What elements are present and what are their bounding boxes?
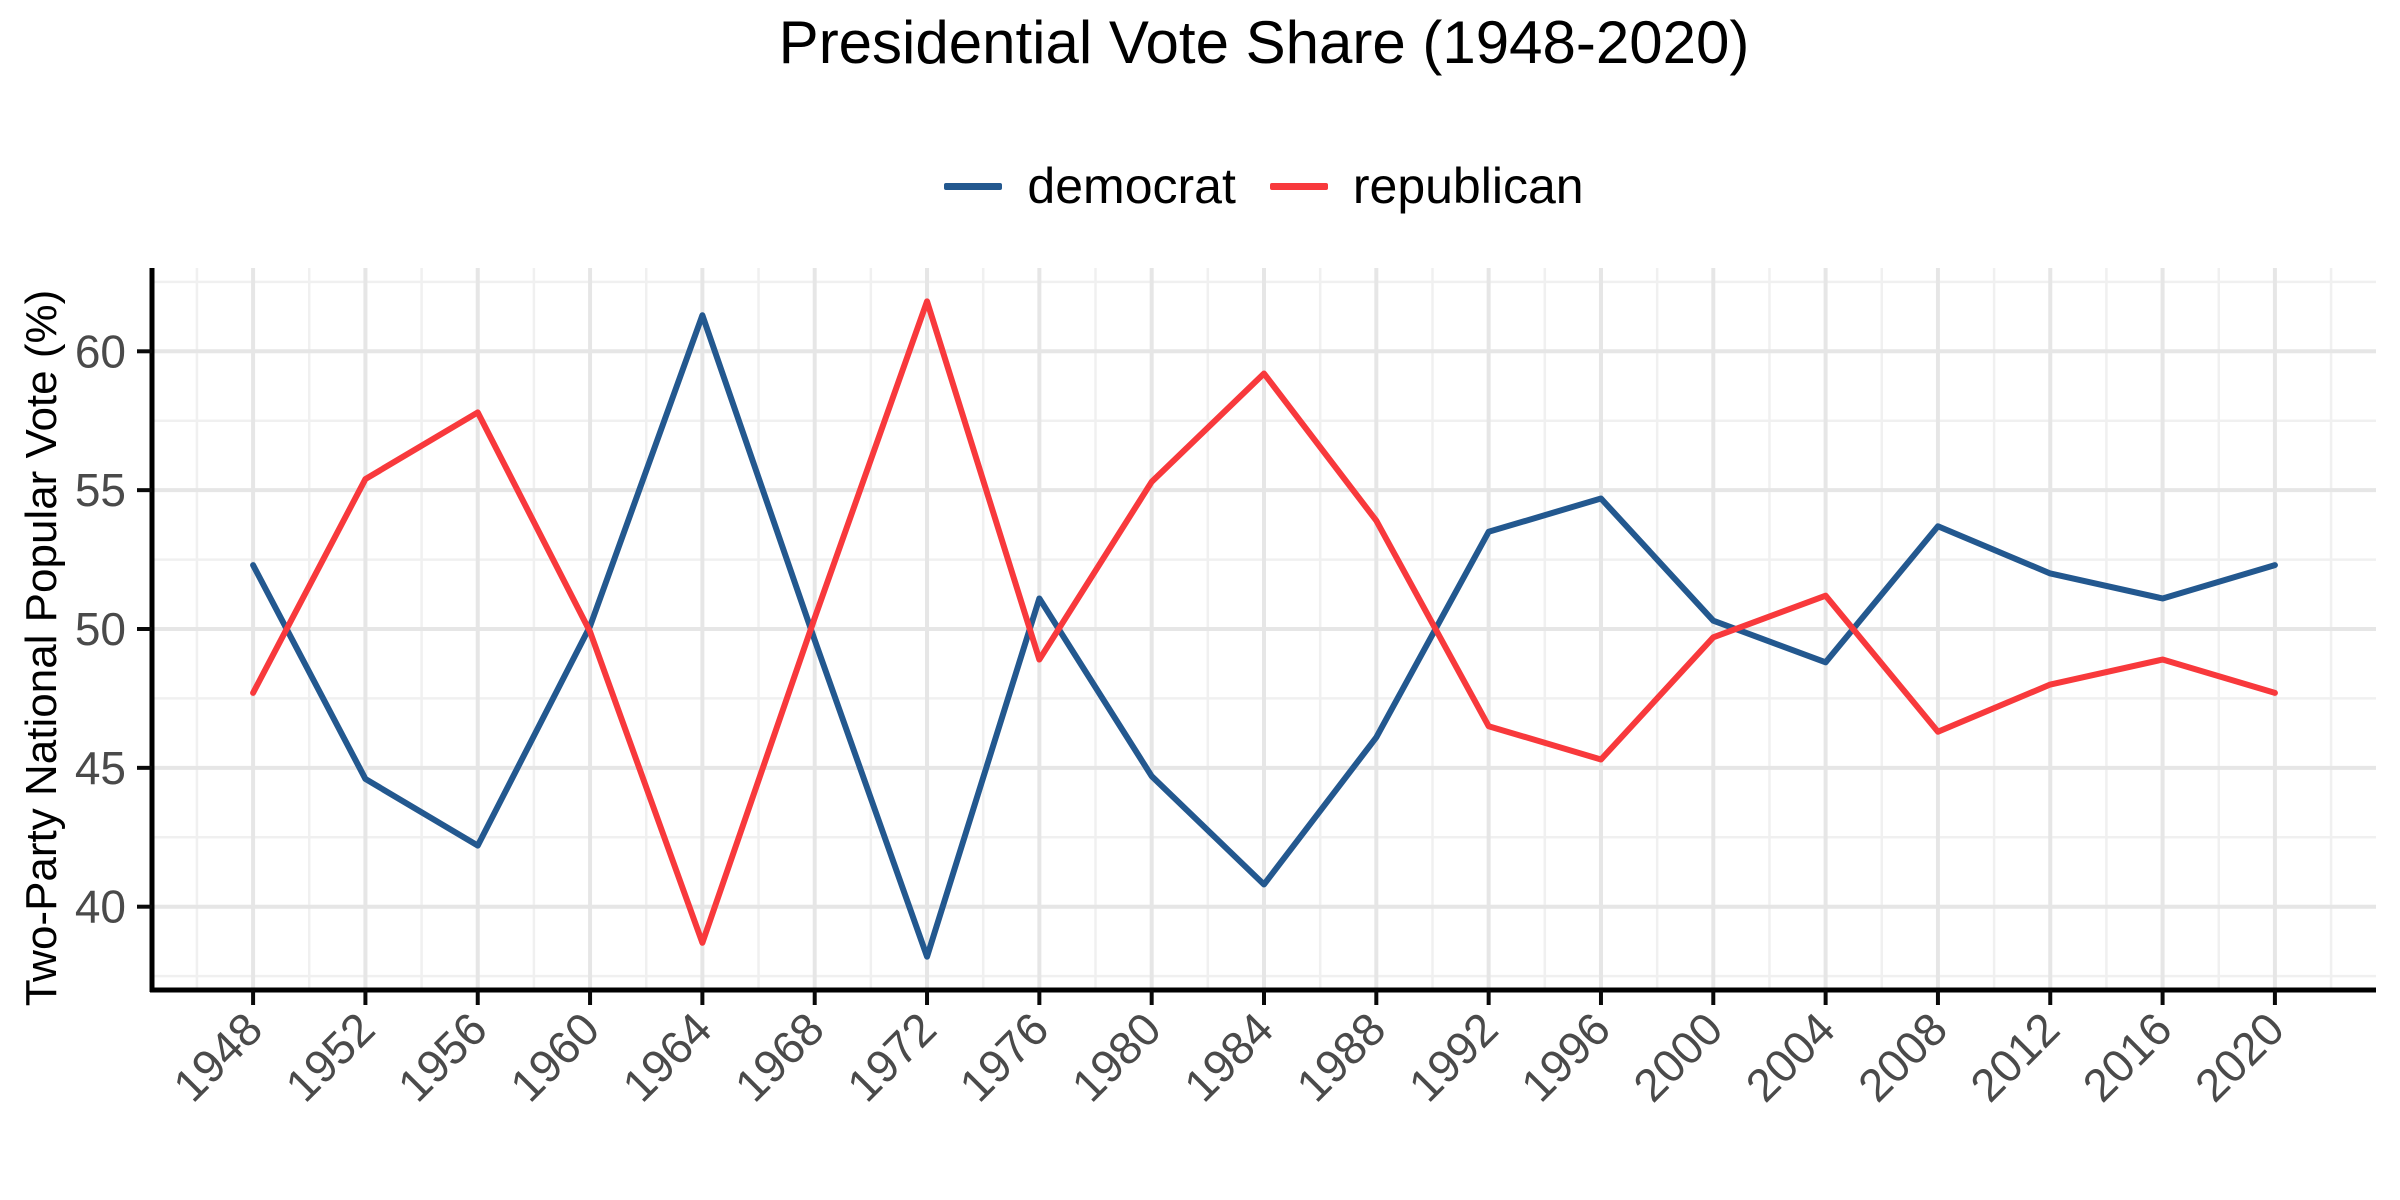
x-tick-label: 1972 [837, 1002, 946, 1111]
y-tick-label: 40 [75, 881, 126, 933]
legend-label-republican: republican [1352, 158, 1584, 214]
legend-item-democrat: democrat [944, 158, 1236, 214]
y-tick-label: 55 [75, 464, 126, 516]
x-tick-label: 1956 [388, 1002, 497, 1111]
legend-item-republican: republican [1269, 158, 1584, 214]
x-tick-label: 2016 [2073, 1002, 2182, 1111]
y-axis-title: Two-Party National Popular Vote (%) [17, 290, 66, 1007]
x-tick-label: 2012 [1960, 1002, 2069, 1111]
x-tick-label: 1996 [1511, 1002, 1620, 1111]
x-tick-label: 1976 [949, 1002, 1058, 1111]
x-tick-label: 1964 [612, 1002, 721, 1111]
x-tick-label: 1988 [1286, 1002, 1395, 1111]
x-tick-label: 1980 [1062, 1002, 1171, 1111]
republican-line [250, 298, 2278, 946]
x-tick-label: 2020 [2185, 1002, 2294, 1111]
democrat-line-key-icon [944, 182, 1003, 190]
x-tick-label: 2000 [1623, 1002, 1732, 1111]
y-tick-label: 50 [75, 603, 126, 655]
y-tick-label: 60 [75, 325, 126, 377]
y-tick-label: 45 [75, 742, 126, 794]
x-tick-label: 1984 [1174, 1002, 1283, 1111]
x-tick-label: 1948 [163, 1002, 272, 1111]
legend-label-democrat: democrat [1027, 158, 1236, 214]
x-tick-label: 2008 [1848, 1002, 1957, 1111]
x-tick-label: 1992 [1399, 1002, 1508, 1111]
legend: democrat republican [128, 158, 2400, 214]
x-tick-label: 1960 [500, 1002, 609, 1111]
x-tick-label: 1968 [725, 1002, 834, 1111]
republican-line-key-icon [1269, 182, 1328, 190]
x-tick-label: 2004 [1736, 1002, 1845, 1111]
x-tick-label: 1952 [275, 1002, 384, 1111]
chart-title: Presidential Vote Share (1948-2020) [778, 9, 1750, 76]
